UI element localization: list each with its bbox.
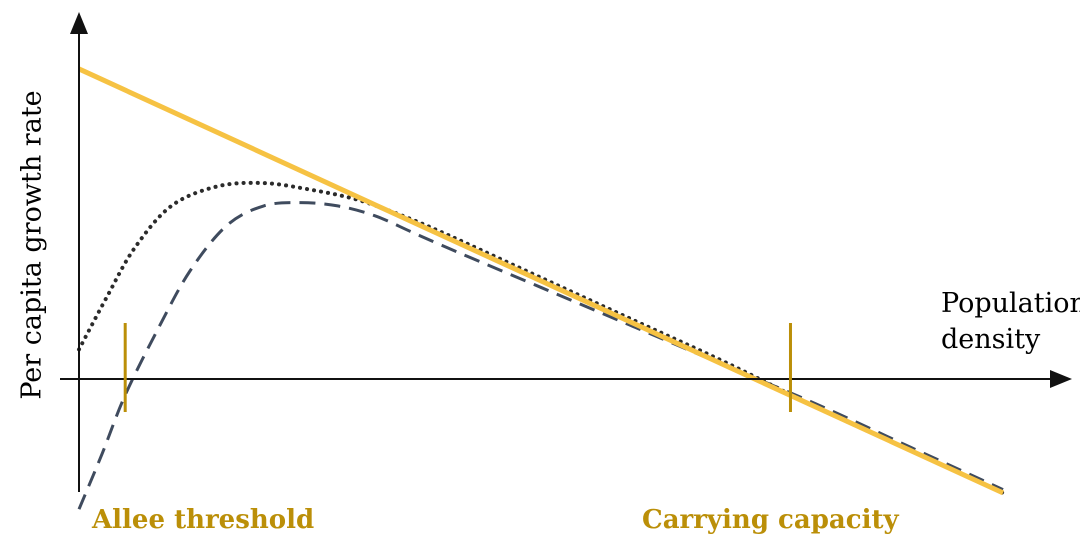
marker-layer bbox=[125, 323, 790, 412]
x-axis-title-line1: Population bbox=[941, 288, 1080, 319]
carrying-capacity-label: Carrying capacity bbox=[642, 505, 899, 535]
series-line-dotted bbox=[79, 183, 1003, 493]
y-axis-arrowhead bbox=[70, 12, 88, 34]
allee-threshold-label: Allee threshold bbox=[91, 505, 314, 535]
series-line-solid bbox=[79, 69, 1003, 493]
y-axis-title: Per capita growth rate bbox=[17, 90, 48, 399]
x-axis-arrowhead bbox=[1050, 370, 1072, 388]
series-line-dashed bbox=[79, 203, 1003, 510]
series-layer bbox=[79, 69, 1003, 509]
x-axis-title-line2: density bbox=[941, 324, 1041, 355]
